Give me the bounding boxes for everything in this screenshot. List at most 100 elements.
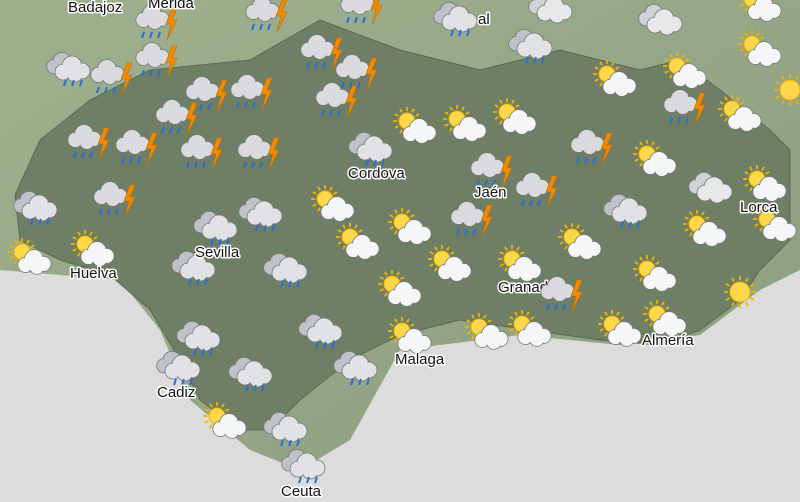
sun-ray — [444, 123, 449, 127]
lightning — [480, 204, 493, 238]
sun-ray — [664, 70, 669, 74]
sun-ray — [494, 116, 499, 120]
sun-ray — [511, 99, 515, 104]
weather-icon — [638, 3, 683, 36]
rain-drop — [193, 348, 197, 356]
sun-ray — [651, 256, 655, 261]
sun — [779, 79, 800, 101]
lightning — [365, 57, 378, 91]
sun-ray — [204, 408, 209, 412]
rain-drop — [186, 161, 190, 169]
sun-ray — [504, 246, 508, 251]
sun-ray — [765, 171, 770, 175]
rain-drop — [458, 29, 462, 37]
rain-drop — [79, 79, 83, 87]
sun-ray — [394, 113, 399, 117]
sun-ray — [739, 48, 744, 52]
sun-ray — [781, 75, 785, 81]
weather-icon — [230, 74, 273, 111]
weather-icon — [335, 54, 378, 91]
weather-icon — [311, 185, 355, 222]
sun-ray — [499, 263, 504, 267]
sun-ray — [77, 231, 81, 236]
sun-ray — [354, 224, 358, 229]
sun-ray — [749, 297, 755, 301]
rain-drop — [329, 109, 333, 117]
sun-ray — [644, 318, 649, 322]
cloud-fill — [665, 322, 679, 336]
weather-icon — [450, 201, 493, 238]
rain-drop — [46, 218, 50, 226]
weather-icon — [428, 245, 472, 282]
weather-icon — [498, 245, 542, 282]
cloud-fill — [760, 52, 774, 66]
rain-drop — [173, 378, 177, 386]
sun-ray — [661, 301, 665, 306]
city-label: Cadiz — [157, 384, 195, 401]
rain-drop — [199, 103, 203, 111]
cloud-fill — [35, 206, 49, 220]
sun-ray — [516, 246, 520, 251]
sun-ray — [415, 113, 420, 117]
sun-ray — [744, 7, 748, 12]
rain-drop — [492, 179, 496, 187]
weather-icon — [281, 448, 326, 484]
sun-ray — [399, 108, 403, 113]
weather-icon — [743, 165, 787, 202]
rain-drop — [296, 280, 300, 288]
lightning — [693, 92, 706, 126]
weather-icon — [433, 1, 478, 37]
rain-drop — [541, 56, 545, 64]
lightning — [145, 132, 158, 166]
cloud-fill — [775, 227, 789, 241]
sun-ray — [724, 96, 728, 101]
sun-ray — [756, 31, 760, 36]
cloud-fill — [303, 464, 317, 478]
lightning — [215, 79, 228, 113]
rain-drop — [525, 56, 529, 64]
lightning — [345, 85, 358, 119]
sun-ray — [429, 251, 434, 255]
sun-ray — [312, 191, 317, 195]
sun-ray — [664, 58, 669, 62]
sun-ray — [761, 166, 765, 171]
sun-ray — [580, 229, 585, 233]
weather-icon — [115, 129, 158, 166]
rain-drop — [255, 224, 259, 232]
cloud-fill — [193, 145, 207, 159]
sun-ray — [725, 283, 731, 287]
weather-icon — [739, 0, 782, 22]
weather-icon — [688, 171, 733, 204]
lightning — [97, 127, 110, 161]
sun-ray — [736, 96, 740, 101]
rain-drop — [484, 179, 488, 187]
sun-ray — [515, 104, 520, 108]
rain-drop — [450, 29, 454, 37]
weather-icon — [171, 250, 216, 286]
rain-drop — [280, 280, 284, 288]
rain-drop — [466, 29, 470, 37]
sun-ray — [749, 187, 753, 192]
sun-ray — [604, 332, 608, 337]
sun-ray — [754, 211, 759, 215]
rain-drop — [71, 79, 75, 87]
weather-icon — [724, 276, 756, 308]
rain-drop — [38, 218, 42, 226]
weather-icon — [465, 313, 509, 350]
weather-icon — [67, 124, 110, 161]
rain-drop — [620, 221, 624, 229]
rain-drop — [244, 101, 248, 109]
cloud-fill — [258, 7, 272, 21]
cloud-fill — [528, 183, 542, 197]
lightning — [165, 7, 178, 41]
weather-icon — [93, 181, 136, 218]
cloud-fill — [705, 232, 719, 246]
sun-ray — [312, 203, 317, 207]
sun-ray — [30, 244, 35, 248]
cloud-fill — [355, 366, 369, 380]
sun-ray — [399, 129, 403, 134]
cloud-fill — [358, 245, 372, 259]
rain-drop — [314, 61, 318, 69]
weather-icon — [633, 140, 677, 177]
